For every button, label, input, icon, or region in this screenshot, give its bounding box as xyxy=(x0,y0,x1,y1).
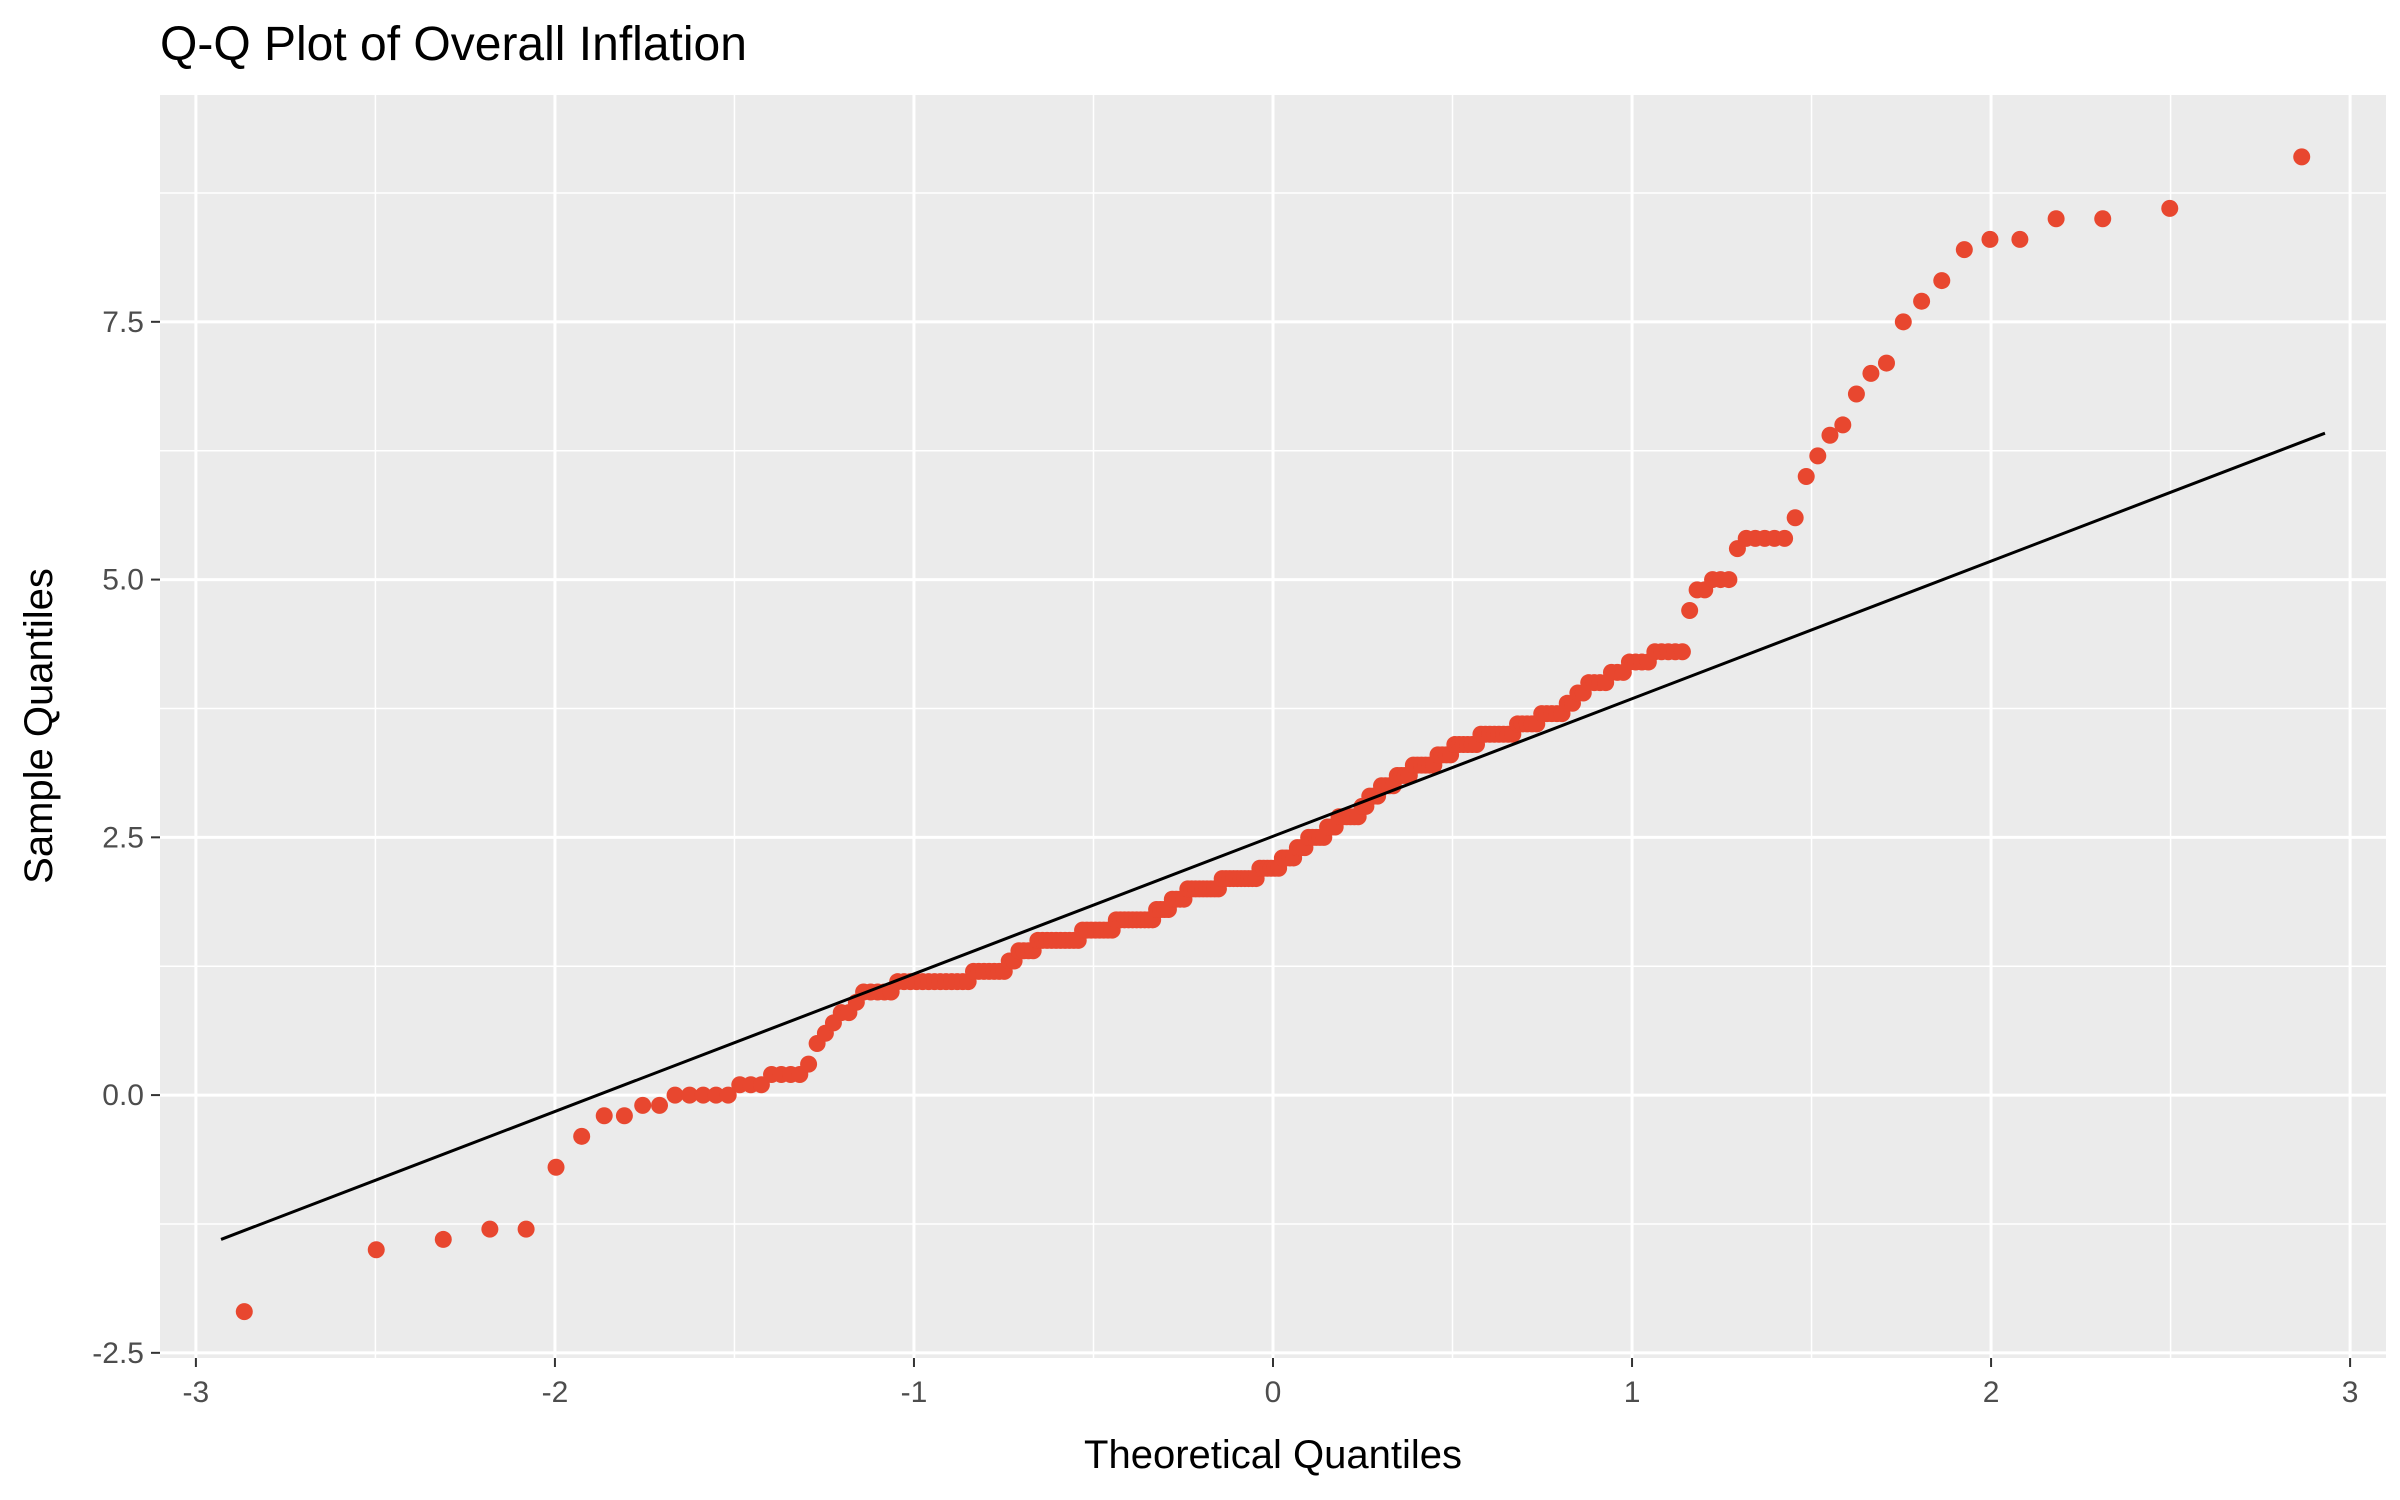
sample-point xyxy=(2047,210,2065,228)
x-tick-label: 1 xyxy=(1624,1376,1641,1409)
y-tick-label: 7.5 xyxy=(102,306,144,339)
sample-point xyxy=(2011,230,2029,248)
sample-point xyxy=(2293,148,2311,166)
sample-point xyxy=(1862,364,1880,382)
sample-point xyxy=(1681,602,1699,620)
sample-point xyxy=(719,1086,737,1104)
sample-point xyxy=(517,1220,535,1238)
y-axis-ticks: -2.5 0.0 2.5 5.0 7.5 xyxy=(92,306,160,1370)
y-tick-label: 5.0 xyxy=(102,564,144,597)
sample-point xyxy=(235,1303,253,1321)
sample-point xyxy=(1877,354,1895,372)
sample-point xyxy=(681,1086,699,1104)
sample-point xyxy=(1797,467,1815,485)
sample-point xyxy=(1894,313,1912,331)
sample-point xyxy=(694,1086,712,1104)
reference-line xyxy=(220,431,2326,1241)
y-tick-label: 2.5 xyxy=(102,821,144,854)
y-axis-title: Sample Quantiles xyxy=(17,568,61,884)
major-gridlines xyxy=(160,95,2386,1358)
x-tick-label: -3 xyxy=(183,1376,210,1409)
x-tick-label: 0 xyxy=(1265,1376,1282,1409)
sample-point xyxy=(434,1230,452,1248)
x-tick-label: -2 xyxy=(542,1376,569,1409)
y-tick-label: 0.0 xyxy=(102,1079,144,1112)
sample-point xyxy=(1834,416,1852,434)
sample-point xyxy=(595,1107,613,1125)
sample-point xyxy=(1821,426,1839,444)
sample-point xyxy=(547,1158,565,1176)
sample-point xyxy=(1673,643,1691,661)
sample-point xyxy=(367,1241,385,1259)
sample-point xyxy=(1720,571,1738,589)
sample-point xyxy=(1913,292,1931,310)
sample-point xyxy=(481,1220,499,1238)
sample-point xyxy=(1776,529,1794,547)
sample-point xyxy=(634,1096,652,1114)
sample-point xyxy=(573,1127,591,1145)
sample-point xyxy=(1981,230,1999,248)
chart-title: Q-Q Plot of Overall Inflation xyxy=(160,18,747,71)
x-tick-label: 3 xyxy=(2342,1376,2359,1409)
sample-point xyxy=(666,1086,684,1104)
sample-point xyxy=(1786,509,1804,527)
sample-point xyxy=(707,1086,725,1104)
sample-point xyxy=(1847,385,1865,403)
x-axis-title: Theoretical Quantiles xyxy=(1084,1433,1462,1477)
reference-line-group xyxy=(220,431,2326,1241)
x-axis-ticks: -3 -2 -1 0 1 2 3 xyxy=(183,1358,2359,1409)
sample-points xyxy=(235,148,2311,1321)
sample-point xyxy=(800,1055,818,1073)
sample-point xyxy=(615,1107,633,1125)
y-tick-label: -2.5 xyxy=(92,1337,144,1370)
sample-point xyxy=(1809,447,1827,465)
sample-point xyxy=(2161,199,2179,217)
x-tick-label: 2 xyxy=(1983,1376,2000,1409)
sample-point xyxy=(2094,210,2112,228)
sample-point xyxy=(1933,272,1951,290)
sample-point xyxy=(1955,241,1973,259)
sample-point xyxy=(651,1096,669,1114)
x-tick-label: -1 xyxy=(901,1376,928,1409)
